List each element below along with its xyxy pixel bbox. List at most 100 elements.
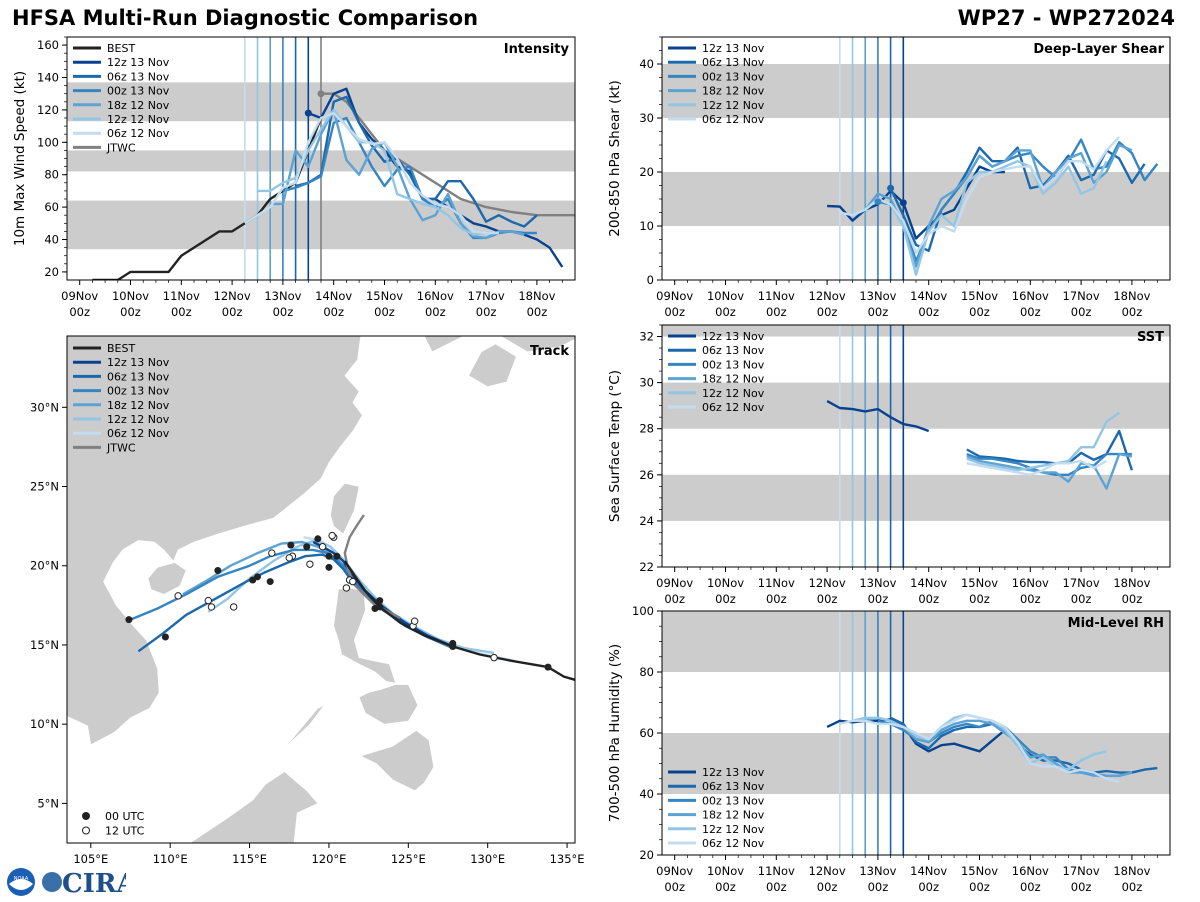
- track-marker-12utc: [306, 560, 314, 568]
- legend-label: 12z 12 Nov: [702, 99, 765, 112]
- legend-label: 00z 13 Nov: [107, 85, 170, 98]
- legend-marker: [82, 826, 90, 835]
- series-marker: [874, 198, 882, 206]
- x-tick-label: 00z: [374, 305, 395, 319]
- y-tick-label: 22: [639, 560, 654, 574]
- x-tick-label: 15Nov: [961, 576, 998, 590]
- x-tick-label: 00z: [664, 880, 685, 894]
- track-marker-00utc: [249, 576, 257, 584]
- legend-label: 06z 12 Nov: [107, 127, 170, 140]
- y-tick-label: 20: [639, 848, 654, 862]
- shaded-band: [662, 172, 1170, 226]
- hainan-island: [147, 562, 187, 595]
- shaded-band: [662, 611, 1170, 672]
- legend-label: 12z 13 Nov: [702, 42, 765, 55]
- x-tick-label: 00z: [425, 305, 446, 319]
- legend-label: 06z 13 Nov: [702, 344, 765, 357]
- x-tick-label: 00z: [120, 305, 141, 319]
- shaded-band: [662, 474, 1170, 521]
- y-tick-label: 26: [639, 468, 654, 482]
- kyushu-island: [468, 343, 517, 388]
- track-marker-12utc: [328, 531, 336, 540]
- shikoku-landmass: [499, 336, 575, 353]
- track-marker-00utc: [314, 535, 322, 543]
- series-line: [966, 452, 1133, 490]
- x-tick-label: 17Nov: [468, 289, 505, 303]
- x-tick-label: 14Nov: [910, 576, 947, 590]
- legend-label: 18z 12 Nov: [107, 99, 170, 112]
- legend-label: BEST: [107, 342, 135, 355]
- y-axis-label: Sea Surface Temp (°C): [607, 370, 623, 522]
- series-line: [839, 136, 1121, 255]
- x-tick-label: 105°E: [73, 852, 108, 866]
- x-tick-label: 14Nov: [315, 289, 352, 303]
- x-tick-label: 00z: [222, 305, 243, 319]
- x-tick-label: 09Nov: [656, 864, 693, 878]
- track-marker-12utc: [410, 617, 419, 625]
- track-marker-12utc: [349, 577, 357, 586]
- x-tick-label: 00z: [969, 880, 990, 894]
- panel-title: Deep-Layer Shear: [1033, 42, 1164, 57]
- y-tick-label: 32: [639, 330, 654, 344]
- y-tick-label: 30°N: [30, 400, 59, 414]
- noaa-logo-icon: NOAA: [7, 868, 35, 896]
- y-tick-label: 30: [639, 376, 654, 390]
- x-tick-label: 13Nov: [859, 576, 896, 590]
- y-tick-label: 60: [44, 200, 59, 214]
- visayas-islands: [358, 684, 419, 725]
- legend-label: 00z 13 Nov: [107, 385, 170, 398]
- series-line: [966, 459, 1108, 476]
- x-tick-label: 18Nov: [518, 289, 555, 303]
- track-marker-12utc: [174, 592, 182, 600]
- x-tick-label: 16Nov: [1012, 289, 1049, 303]
- x-tick-label: 00z: [868, 305, 889, 319]
- storm-id: WP27 - WP272024: [957, 6, 1175, 30]
- plot-area: [662, 611, 1170, 855]
- legend-label: 06z 12 Nov: [107, 427, 170, 440]
- plot-frame: [66, 335, 576, 844]
- y-tick-label: 20: [44, 265, 59, 279]
- cira-logo-icon: CIRA: [42, 869, 137, 899]
- x-tick-label: 110°E: [153, 852, 188, 866]
- series-marker: [317, 90, 325, 98]
- legend-label: 06z 13 Nov: [107, 370, 170, 383]
- y-tick-label: 28: [639, 422, 654, 436]
- track-marker-12utc: [268, 549, 276, 557]
- track-marker-00utc: [333, 552, 341, 560]
- track-marker-00utc: [214, 566, 222, 574]
- x-tick-label: 00z: [1071, 305, 1092, 319]
- x-tick-label: 13Nov: [264, 289, 301, 303]
- series-marker: [304, 109, 312, 117]
- y-tick-label: 25°N: [30, 480, 59, 494]
- palawan-island: [284, 704, 325, 749]
- x-tick-label: 10Nov: [112, 289, 149, 303]
- legend-label: 12z 12 Nov: [107, 113, 170, 126]
- x-tick-label: 12Nov: [809, 864, 846, 878]
- x-tick-label: 135°E: [550, 852, 585, 866]
- series-marker: [887, 184, 895, 192]
- legend-label: 18z 12 Nov: [702, 809, 765, 822]
- x-tick-label: 00z: [171, 305, 192, 319]
- x-tick-label: 00z: [1020, 880, 1041, 894]
- x-tick-label: 00z: [323, 305, 344, 319]
- plot-area: [662, 325, 1170, 567]
- x-tick-label: 00z: [969, 592, 990, 606]
- legend-marker: [82, 812, 90, 820]
- x-tick-label: 00z: [817, 305, 838, 319]
- shaded-band: [662, 64, 1170, 118]
- x-tick-label: 00z: [1122, 880, 1143, 894]
- plot-area: [662, 37, 1170, 280]
- series-line: [270, 108, 525, 240]
- x-tick-label: 00z: [527, 305, 548, 319]
- y-tick-label: 0: [647, 273, 654, 287]
- track-marker-12utc: [204, 596, 212, 605]
- mindanao-island: [359, 730, 435, 792]
- track-marker-00utc: [544, 663, 552, 671]
- cira-logo-text: CIRA: [62, 869, 126, 898]
- track-marker-00utc: [325, 552, 333, 560]
- legend-label: 12z 12 Nov: [702, 387, 765, 400]
- y-tick-label: 100: [37, 135, 59, 149]
- x-tick-label: 00z: [766, 305, 787, 319]
- x-tick-label: 15Nov: [366, 289, 403, 303]
- x-tick-label: 00z: [918, 880, 939, 894]
